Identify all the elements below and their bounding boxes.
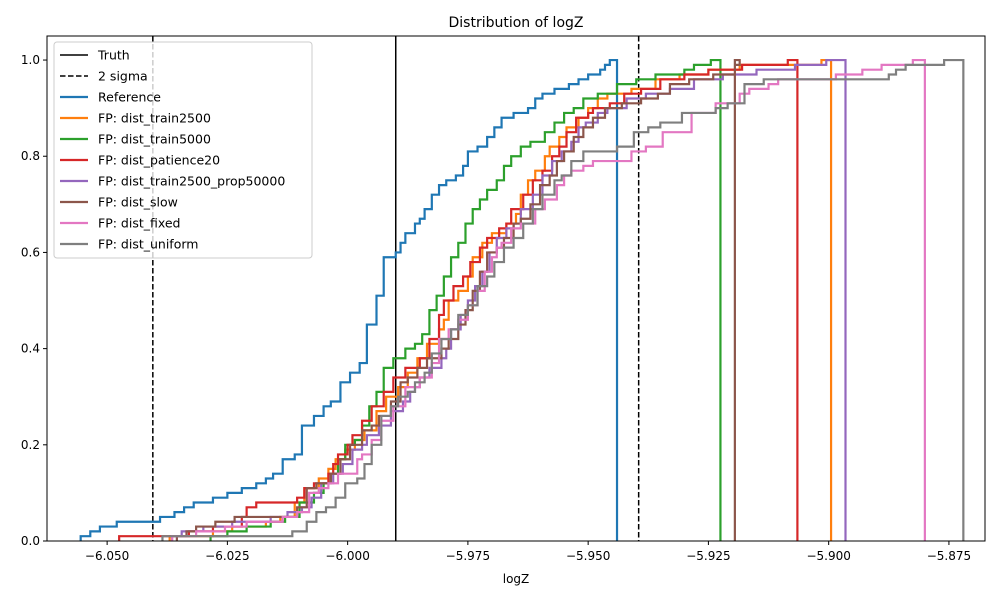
x-axis: −6.050 −6.025 −6.000 −5.975 −5.950 −5.925 −5.9… <box>85 541 971 563</box>
series-line-6 <box>170 58 926 541</box>
plot-frame <box>46 35 986 542</box>
series-line-0 <box>79 58 619 541</box>
y-axis: 0.0 0.2 0.4 0.6 0.8 1.0 <box>21 53 47 548</box>
series-line-1 <box>168 58 833 541</box>
x-tick-label: −5.875 <box>927 549 971 563</box>
legend-label: 2 sigma <box>98 69 148 84</box>
legend-box <box>53 41 313 259</box>
legend-label: FP: dist_train2500_prop50000 <box>98 174 285 189</box>
y-tick-label: 0.4 <box>21 342 40 356</box>
legend-label: FP: dist_train5000 <box>98 132 211 147</box>
x-axis-label: logZ <box>503 572 530 586</box>
legend-label: FP: dist_slow <box>98 195 178 210</box>
x-tick-label: −6.025 <box>205 549 249 563</box>
legend-label: FP: dist_fixed <box>98 216 181 231</box>
legend-label: Truth <box>97 48 130 63</box>
x-tick-label: −5.925 <box>686 549 730 563</box>
y-tick-label: 1.0 <box>21 53 40 67</box>
x-tick-label: −5.900 <box>806 549 850 563</box>
legend: Truth 2 sigma Reference FP: dist_train2500 F… <box>53 41 313 259</box>
y-tick-label: 0.8 <box>21 149 40 163</box>
legend-label: FP: dist_uniform <box>98 237 198 252</box>
series-layer <box>79 58 965 541</box>
legend-label: Reference <box>98 90 161 105</box>
y-tick-label: 0.2 <box>21 438 40 452</box>
x-tick-label: −5.950 <box>566 549 610 563</box>
y-tick-label: 0.6 <box>21 245 40 259</box>
y-tick-label: 0.0 <box>21 534 40 548</box>
x-tick-label: −6.050 <box>85 549 129 563</box>
legend-label: FP: dist_train2500 <box>98 111 211 126</box>
legend-label: FP: dist_patience20 <box>98 153 220 168</box>
chart-title: Distribution of logZ <box>448 15 583 31</box>
series-line-7 <box>161 58 965 541</box>
x-tick-label: −6.000 <box>325 549 369 563</box>
x-tick-label: −5.975 <box>446 549 490 563</box>
